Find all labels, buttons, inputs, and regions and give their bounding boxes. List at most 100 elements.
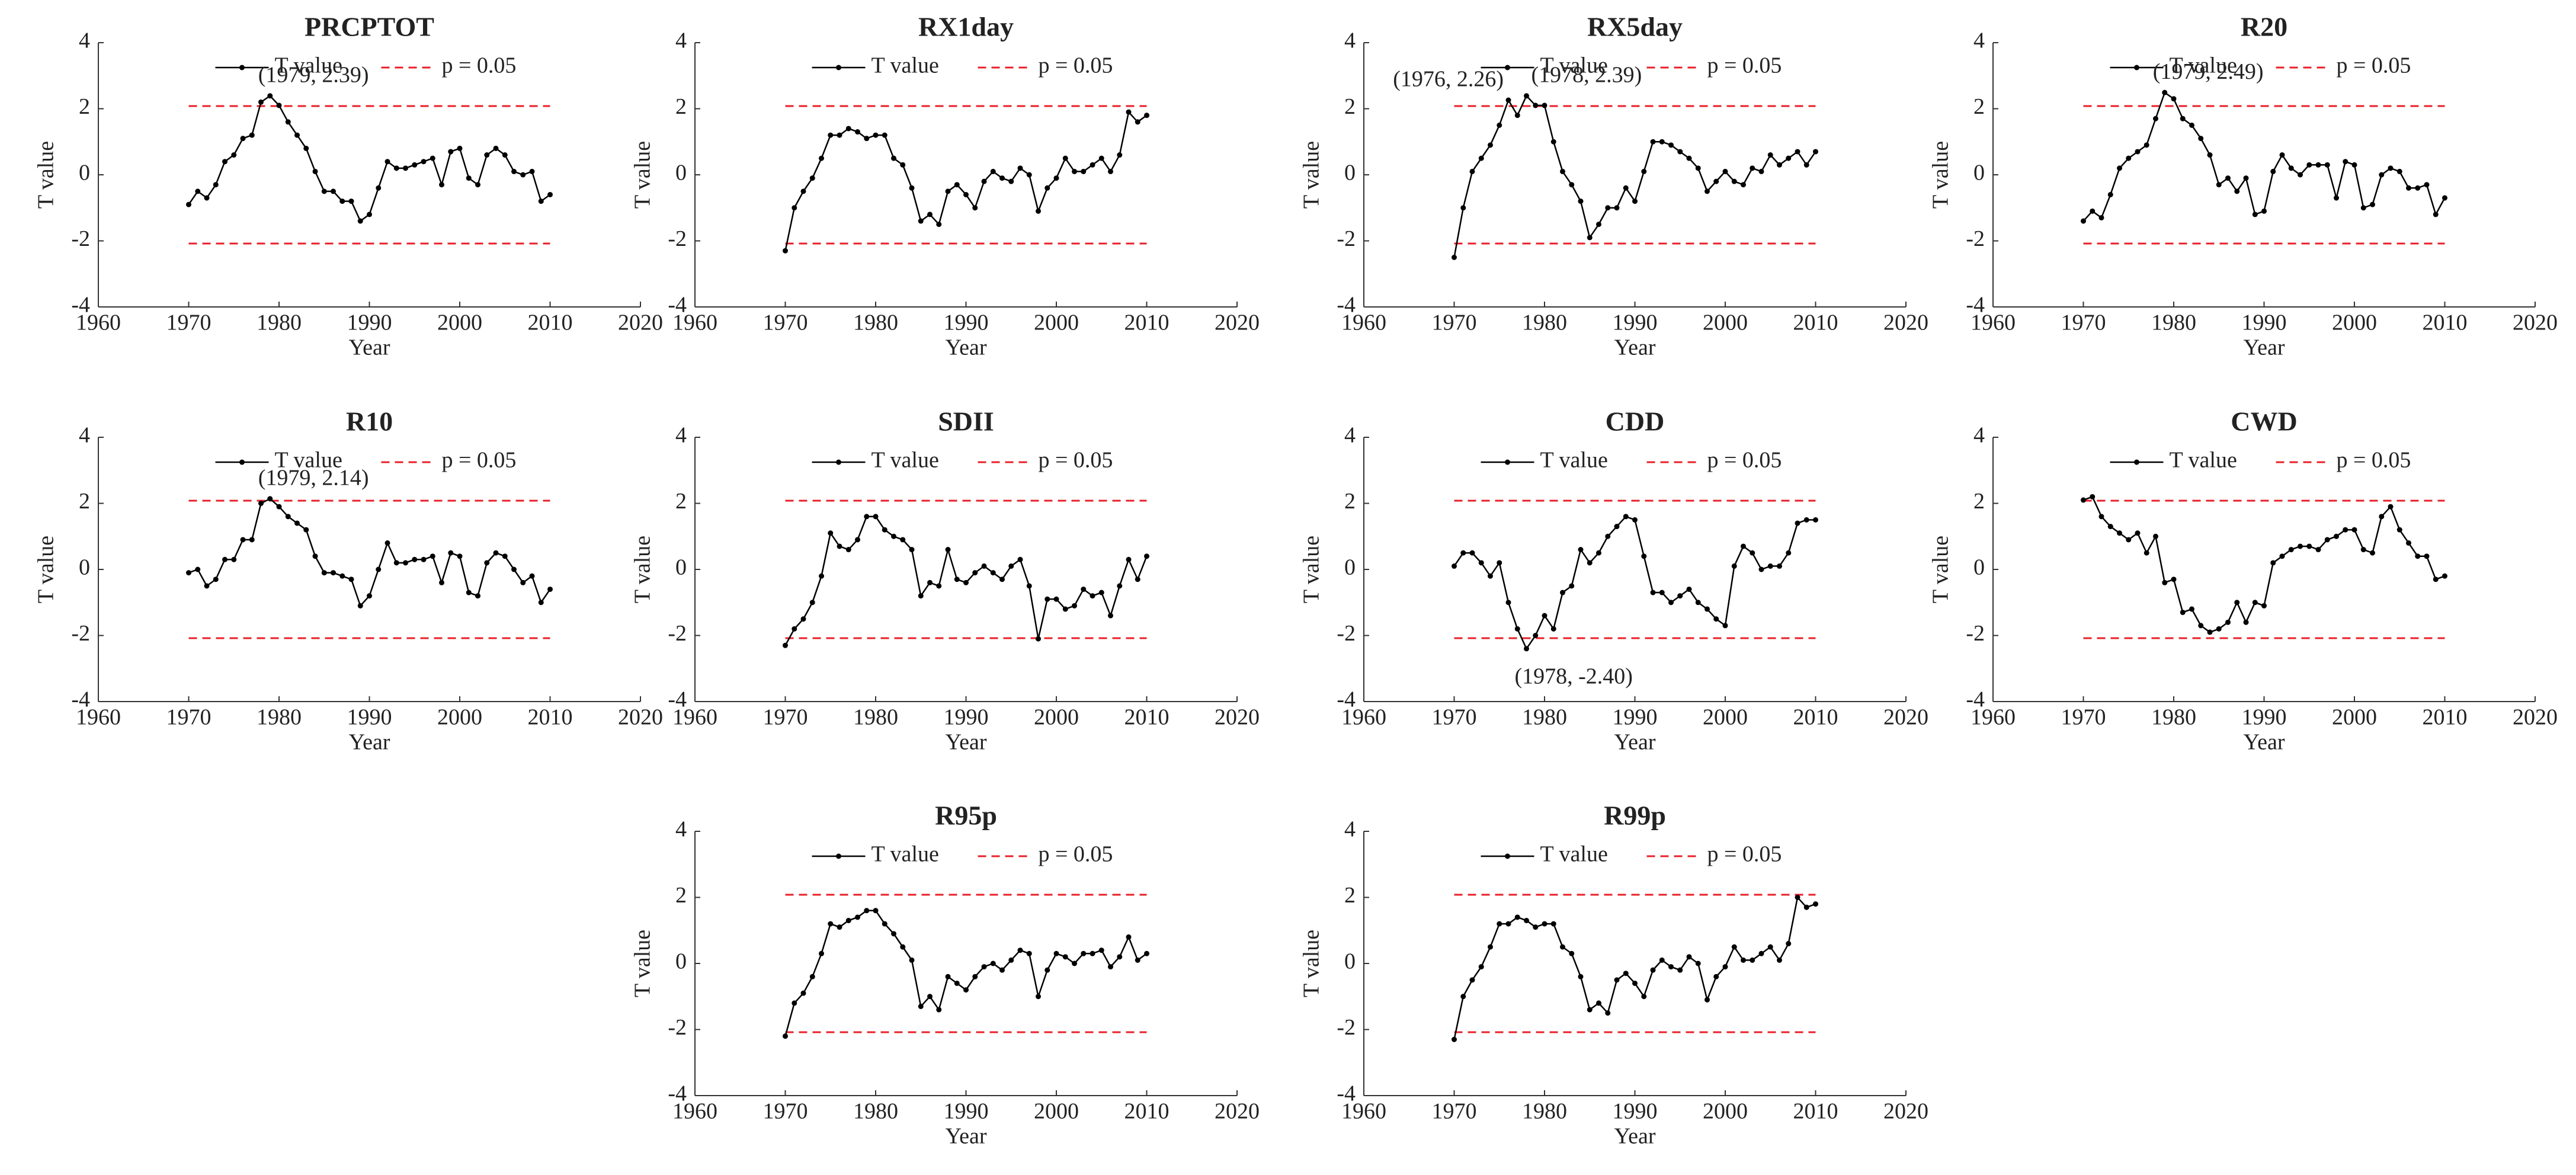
data-point — [918, 593, 924, 599]
y-axis-label: T value — [1928, 141, 1953, 209]
x-tick-label: 1980 — [853, 705, 898, 730]
data-point — [529, 168, 535, 174]
data-point — [1803, 162, 1809, 168]
y-axis-label: T value — [1299, 536, 1324, 603]
data-point — [1704, 997, 1710, 1003]
data-point — [1036, 994, 1041, 1000]
data-point — [2360, 547, 2366, 553]
data-point — [1578, 198, 1584, 204]
data-point — [2288, 547, 2294, 553]
data-point — [1460, 994, 1466, 1000]
legend-label: p = 0.05 — [2337, 448, 2411, 473]
x-tick-label: 2010 — [1124, 1099, 1170, 1124]
data-point — [2098, 214, 2104, 220]
x-tick-label: 1980 — [1522, 705, 1567, 730]
data-point — [963, 580, 969, 585]
x-tick-label: 1990 — [1613, 310, 1658, 335]
x-tick-label: 2000 — [1703, 310, 1748, 335]
data-point — [1704, 606, 1710, 612]
x-tick-label: 1990 — [944, 1099, 989, 1124]
data-point — [2081, 497, 2086, 503]
x-tick-label: 2010 — [528, 705, 573, 730]
data-point — [900, 537, 906, 543]
x-tick-label: 2000 — [2332, 705, 2377, 730]
data-point — [1062, 155, 1068, 161]
data-point — [1767, 563, 1773, 569]
data-point — [963, 987, 969, 993]
data-point — [1072, 168, 1077, 174]
data-point — [981, 563, 987, 569]
data-point — [2252, 212, 2258, 217]
data-point — [1542, 103, 1547, 108]
data-point — [1704, 188, 1710, 194]
data-line — [2083, 495, 2445, 633]
data-point — [1650, 590, 1656, 595]
data-point — [963, 191, 969, 197]
data-point — [864, 514, 870, 520]
data-point — [1614, 205, 1620, 211]
data-point — [1098, 590, 1104, 595]
data-point — [1686, 954, 1692, 960]
data-point — [1578, 974, 1584, 979]
annotation: (1978, -2.40) — [1515, 664, 1633, 689]
data-point — [2351, 527, 2357, 533]
x-tick-label: 1960 — [1971, 705, 2016, 730]
x-tick-label: 2020 — [1215, 1099, 1260, 1124]
data-point — [1659, 590, 1665, 595]
data-point — [1550, 139, 1556, 145]
data-point — [927, 994, 933, 1000]
x-tick-label: 1980 — [1522, 310, 1567, 335]
data-point — [783, 642, 788, 648]
data-point — [439, 580, 444, 585]
data-point — [2279, 553, 2285, 559]
data-point — [891, 533, 896, 539]
data-point — [231, 556, 237, 562]
data-point — [1668, 964, 1674, 970]
data-point — [385, 159, 390, 165]
data-point — [1803, 517, 1809, 523]
data-point — [945, 547, 951, 553]
data-point — [367, 593, 372, 599]
data-point — [2324, 162, 2330, 168]
x-axis-label: Year — [2243, 335, 2285, 360]
data-point — [1533, 103, 1539, 108]
data-point — [2090, 494, 2096, 500]
data-point — [936, 1007, 942, 1013]
legend-label: T value — [275, 448, 342, 473]
x-tick-label: 1970 — [763, 1099, 808, 1124]
data-point — [393, 165, 399, 171]
legend-label: T value — [1540, 53, 1608, 78]
y-tick-label: 4 — [1973, 28, 1985, 53]
data-point — [2406, 540, 2411, 546]
data-point — [412, 556, 418, 562]
data-point — [1497, 560, 1502, 566]
x-tick-label: 1960 — [1341, 705, 1386, 730]
data-point — [900, 944, 906, 950]
data-point — [1514, 626, 1520, 632]
data-point — [1505, 97, 1511, 103]
data-point — [1514, 113, 1520, 119]
legend-swatch-marker — [836, 459, 841, 465]
data-point — [1478, 560, 1484, 566]
data-point — [954, 980, 960, 986]
x-tick-label: 1960 — [672, 705, 717, 730]
data-point — [1767, 944, 1773, 950]
data-point — [2433, 577, 2439, 582]
data-point — [2098, 514, 2104, 520]
x-tick-label: 1980 — [2151, 705, 2196, 730]
legend-label: p = 0.05 — [442, 53, 517, 78]
y-tick-label: -4 — [1966, 293, 1985, 318]
y-tick-label: 4 — [79, 28, 90, 53]
data-point — [466, 590, 472, 595]
data-point — [1108, 168, 1113, 174]
data-point — [1560, 944, 1565, 950]
data-point — [1803, 904, 1809, 910]
data-point — [1017, 947, 1023, 953]
y-tick-label: -4 — [1337, 687, 1356, 712]
subplot: -4 -2 0 2 4 1960 1970 1980 1990 2000 2010 2020 R95p Y… — [630, 801, 1260, 1149]
data-point — [502, 152, 508, 158]
y-axis-label: T value — [630, 930, 655, 997]
data-point — [538, 198, 544, 204]
data-point — [1108, 964, 1113, 970]
data-point — [348, 198, 354, 204]
